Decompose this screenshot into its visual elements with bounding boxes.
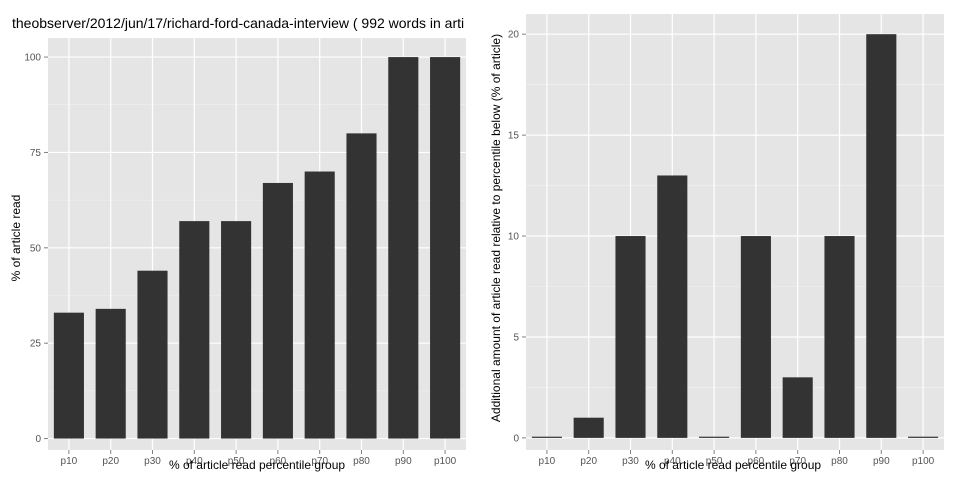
x-tick-label: p40 <box>186 456 203 467</box>
bar-p70 <box>304 171 335 439</box>
y-tick-label: 75 <box>30 148 42 159</box>
x-tick-label: p20 <box>580 456 597 467</box>
bar-p50 <box>221 221 252 439</box>
x-tick-label: p80 <box>831 456 848 467</box>
bar-p70 <box>782 377 813 438</box>
bar-p20 <box>95 308 126 439</box>
x-axis-title: % of article read percentile group <box>169 458 345 472</box>
y-tick-label: 50 <box>30 243 42 254</box>
x-tick-label: p30 <box>144 456 161 467</box>
y-tick-label: 0 <box>35 434 41 445</box>
bar-p60 <box>262 182 293 439</box>
x-tick-label: p10 <box>61 456 78 467</box>
bar-p80 <box>346 133 377 439</box>
x-tick-label: p40 <box>664 456 681 467</box>
x-tick-label: p20 <box>102 456 119 467</box>
bar-p80 <box>824 236 855 438</box>
y-tick-label: 20 <box>508 30 520 41</box>
bar-p30 <box>615 236 646 438</box>
x-tick-label: p10 <box>539 456 556 467</box>
left-chart: 0 25 50 75 100 p10 p20 p30 p40 p50 p60 p70 p80 p90 p10… <box>9 15 466 472</box>
x-tick-label: p60 <box>748 456 765 467</box>
x-tick-label: p60 <box>270 456 287 467</box>
x-tick-label: p30 <box>622 456 639 467</box>
bar-p60 <box>740 236 771 438</box>
bar-p50 <box>699 436 730 438</box>
bar-p90 <box>866 34 897 438</box>
chart-title: theobserver/2012/jun/17/richard-ford-can… <box>12 15 464 31</box>
x-axis-title: % of article read percentile group <box>645 458 821 472</box>
right-chart: 0 5 10 15 20 p10 p20 p30 p40 p50 p60 p70 p80 p90 p100 A… <box>489 14 944 472</box>
x-tick-label: p50 <box>706 456 723 467</box>
x-tick-label: p70 <box>789 456 806 467</box>
x-tick-label: p100 <box>434 456 457 467</box>
y-axis-title: Additional amount of article read relati… <box>489 34 503 422</box>
x-tick-label: p100 <box>912 456 935 467</box>
bar-p40 <box>179 221 210 439</box>
x-tick-label: p80 <box>353 456 370 467</box>
y-tick-label: 100 <box>24 53 41 64</box>
x-tick-label: p50 <box>228 456 245 467</box>
x-tick-label: p90 <box>873 456 890 467</box>
y-tick-label: 15 <box>508 131 520 142</box>
bar-p40 <box>657 175 688 438</box>
bar-p100 <box>908 436 939 438</box>
y-axis-title: % of article read <box>9 195 23 282</box>
y-tick-label: 25 <box>30 339 42 350</box>
bar-p20 <box>573 417 604 438</box>
bar-p90 <box>388 57 419 439</box>
bar-p30 <box>137 270 168 439</box>
x-tick-label: p90 <box>395 456 412 467</box>
bar-p10 <box>531 436 562 438</box>
y-tick-label: 10 <box>508 232 520 243</box>
bar-p10 <box>53 312 84 439</box>
y-tick-label: 0 <box>513 433 519 444</box>
y-tick-label: 5 <box>513 332 519 343</box>
bar-p100 <box>430 57 461 439</box>
x-tick-label: p70 <box>311 456 328 467</box>
